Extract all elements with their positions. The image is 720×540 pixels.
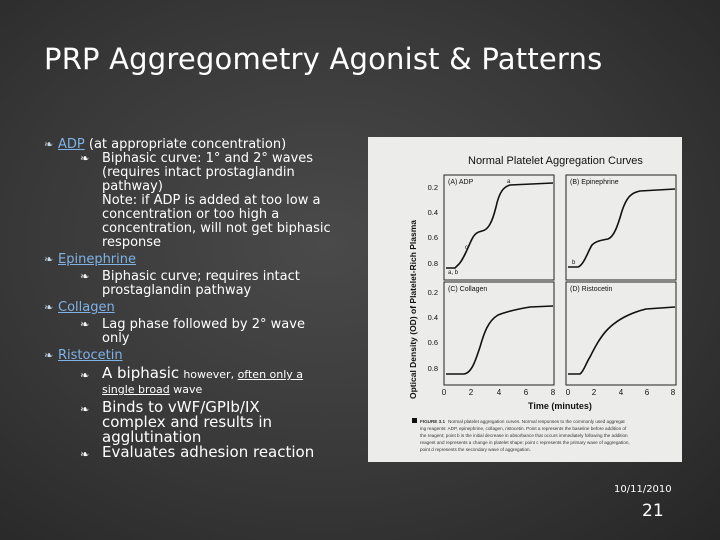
ytick-label: 0.4 <box>428 208 438 217</box>
text-line: (requires intact prostaglandin <box>102 165 295 180</box>
fleuron-bullet-icon: ❧ <box>80 318 90 331</box>
footer-date: 10/11/2010 <box>614 484 672 495</box>
ytick-label: 0.8 <box>428 259 438 268</box>
text-line: Note: if ADP is added at too low a <box>102 193 321 208</box>
text-small-underlined: often only a <box>237 368 304 381</box>
panel-d-frame <box>565 281 677 386</box>
caption-line: the reagent; point b is the initial decr… <box>420 433 628 438</box>
caption-marker <box>412 418 417 423</box>
point-label: a, b <box>448 270 459 276</box>
ytick-label: 0.6 <box>428 233 438 242</box>
panel-c-label: (C) Collagen <box>448 286 487 293</box>
text-line: prostaglandin pathway <box>102 283 252 298</box>
epinephrine-curve <box>568 188 676 268</box>
bullet-epinephrine: ❧ Epinephrine <box>44 253 356 267</box>
adp-note: (at appropriate concentration) <box>84 137 287 152</box>
xtick-label: 6 <box>645 388 650 397</box>
fleuron-bullet-icon: ❧ <box>44 349 54 362</box>
figure-xlabel: Time (minutes) <box>528 401 592 411</box>
text-large: A biphasic <box>102 364 180 382</box>
slide-number: 21 <box>642 501 664 521</box>
bullet-collagen: ❧ Collagen <box>44 301 356 315</box>
text-line: Biphasic curve: 1° and 2° waves <box>102 151 314 166</box>
caption-line: point d represents the secondary wave of… <box>420 447 531 452</box>
agonist-epinephrine-link[interactable]: Epinephrine <box>58 252 136 267</box>
ytick-label: 0.6 <box>428 338 438 347</box>
ytick-label: 0.2 <box>428 288 438 297</box>
caption-label: FIGURE 3.1 <box>420 419 445 424</box>
text-line: response <box>102 235 162 250</box>
bullet-content: ❧ ADP (at appropriate concentration) ❧ B… <box>44 138 356 462</box>
text-line: agglutination <box>102 428 202 446</box>
aggregation-curves-figure: Normal Platelet Aggregation Curves Optic… <box>368 137 682 462</box>
caption-line: ing reagents: ADP, epinephrine, collagen… <box>420 426 627 431</box>
text-line: concentration or too high a <box>102 207 280 222</box>
text-line: only <box>102 331 130 346</box>
fleuron-bullet-icon: ❧ <box>44 301 54 314</box>
agonist-adp-link[interactable]: ADP <box>58 137 85 152</box>
panel-b-frame <box>565 174 677 281</box>
ytick-label: 0.8 <box>428 364 438 373</box>
xtick-label: 8 <box>551 388 556 397</box>
point-label: c <box>465 245 468 251</box>
panel-a-frame <box>443 174 555 281</box>
ytick-label: 0.2 <box>428 183 438 192</box>
text-small: wave <box>169 383 203 396</box>
point-label: b <box>572 260 576 266</box>
fleuron-bullet-icon: ❧ <box>80 270 90 283</box>
figure-ylabel: Optical Density (OD) of Platelet-Rich Pl… <box>408 220 418 399</box>
text-line: Evaluates adhesion reaction <box>102 443 315 461</box>
fleuron-bullet-icon: ❧ <box>80 369 90 382</box>
panel-d-label: (D) Ristocetin <box>570 286 613 293</box>
xtick-label: 4 <box>619 388 624 397</box>
epinephrine-subbullet: ❧ Biphasic curve; requires intact prosta… <box>44 270 356 298</box>
text-line: Binds to vWF/GPIb/IX <box>102 398 260 416</box>
point-label: a <box>507 179 511 185</box>
adp-subbullet: ❧ Biphasic curve: 1° and 2° waves (requi… <box>44 152 356 250</box>
text-line: complex and results in <box>102 413 273 431</box>
text-line: pathway) <box>102 179 163 194</box>
aggregation-curves-image: Normal Platelet Aggregation Curves Optic… <box>408 155 677 452</box>
slide-title: PRP Aggregometry Agonist & Patterns <box>44 42 603 76</box>
xtick-label: 8 <box>671 388 676 397</box>
ristocetin-curve <box>568 306 676 375</box>
ytick-label: 0.4 <box>428 313 438 322</box>
caption-line: reagent and represents a change in plate… <box>420 440 630 445</box>
panel-b-label: (B) Epinephrine <box>570 179 619 186</box>
xtick-label: 6 <box>524 388 529 397</box>
caption-line: Normal platelet aggregation curves. Norm… <box>448 419 625 424</box>
fleuron-bullet-icon: ❧ <box>44 138 54 151</box>
figure-title: Normal Platelet Aggregation Curves <box>468 155 643 167</box>
panel-c-frame <box>443 281 555 386</box>
text-small: however, <box>183 368 238 381</box>
text-line: Lag phase followed by 2° wave <box>102 317 305 332</box>
bullet-ristocetin: ❧ Ristocetin <box>44 349 356 363</box>
xtick-label: 0 <box>566 388 571 397</box>
fleuron-bullet-icon: ❧ <box>80 448 90 461</box>
agonist-collagen-link[interactable]: Collagen <box>58 300 115 315</box>
xtick-label: 2 <box>592 388 597 397</box>
fleuron-bullet-icon: ❧ <box>80 403 90 416</box>
fleuron-bullet-icon: ❧ <box>80 152 90 165</box>
collagen-subbullet: ❧ Lag phase followed by 2° wave only <box>44 318 356 346</box>
ristocetin-subbullet-adhesion: ❧ Evaluates adhesion reaction <box>44 443 356 462</box>
text-line: concentration, will not get biphasic <box>102 221 331 236</box>
ristocetin-subbullet-biphasic: ❧ A biphasic however, often only a singl… <box>44 366 356 397</box>
agonist-ristocetin-link[interactable]: Ristocetin <box>58 348 123 363</box>
xtick-label: 4 <box>497 388 502 397</box>
bullet-adp: ❧ ADP (at appropriate concentration) <box>44 138 356 152</box>
adp-curve <box>446 182 554 269</box>
xtick-label: 0 <box>442 388 447 397</box>
ristocetin-subbullet-binding: ❧ Binds to vWF/GPIb/IX complex and resul… <box>44 400 356 445</box>
fleuron-bullet-icon: ❧ <box>44 253 54 266</box>
panel-a-label: (A) ADP <box>448 179 474 186</box>
text-small-underlined: single broad <box>102 383 170 396</box>
xtick-label: 2 <box>469 388 474 397</box>
collagen-curve <box>446 305 554 375</box>
text-line: Biphasic curve; requires intact <box>102 269 300 284</box>
